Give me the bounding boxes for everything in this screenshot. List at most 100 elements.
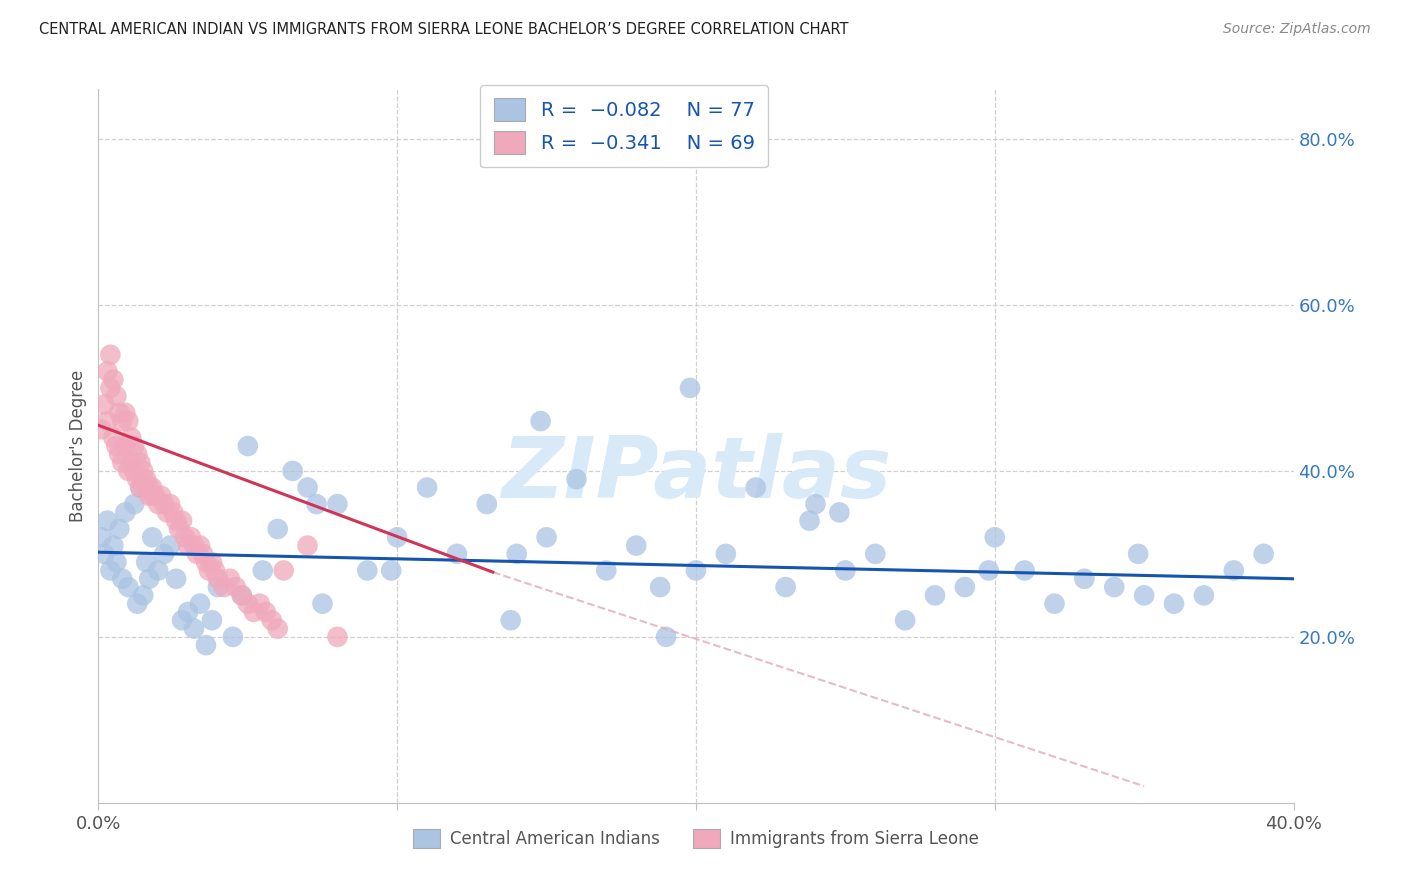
Point — [98, 564, 122, 578]
Point — [96, 414, 118, 428]
Point — [177, 605, 200, 619]
Point — [138, 572, 160, 586]
Point — [105, 439, 128, 453]
Point — [153, 547, 176, 561]
Point — [1163, 597, 1185, 611]
Point — [98, 381, 122, 395]
Point — [305, 497, 328, 511]
Point — [281, 464, 304, 478]
Point — [222, 630, 245, 644]
Point — [96, 364, 118, 378]
Point — [953, 580, 976, 594]
Point — [565, 472, 588, 486]
Point — [153, 497, 176, 511]
Point — [804, 497, 827, 511]
Point — [117, 580, 139, 594]
Point — [138, 481, 160, 495]
Point — [745, 481, 768, 495]
Point — [380, 564, 402, 578]
Point — [143, 489, 166, 503]
Point — [207, 572, 229, 586]
Point — [127, 597, 149, 611]
Point — [236, 439, 259, 453]
Point — [111, 572, 134, 586]
Point — [1043, 597, 1066, 611]
Point — [135, 555, 157, 569]
Point — [135, 472, 157, 486]
Point — [129, 481, 152, 495]
Point — [177, 539, 200, 553]
Point — [188, 539, 211, 553]
Point — [685, 564, 707, 578]
Point — [148, 497, 170, 511]
Point — [103, 373, 125, 387]
Point — [148, 564, 170, 578]
Point — [231, 588, 253, 602]
Point — [714, 547, 737, 561]
Point — [96, 514, 118, 528]
Point — [828, 505, 851, 519]
Point — [127, 472, 149, 486]
Y-axis label: Bachelor's Degree: Bachelor's Degree — [69, 370, 87, 522]
Point — [1192, 588, 1215, 602]
Point — [124, 439, 146, 453]
Point — [183, 622, 205, 636]
Point — [111, 414, 134, 428]
Point — [679, 381, 702, 395]
Point — [129, 481, 152, 495]
Point — [260, 613, 283, 627]
Point — [191, 547, 214, 561]
Point — [174, 530, 197, 544]
Point — [114, 439, 136, 453]
Point — [273, 564, 295, 578]
Point — [249, 597, 271, 611]
Point — [311, 597, 333, 611]
Point — [356, 564, 378, 578]
Point — [416, 481, 439, 495]
Point — [231, 588, 253, 602]
Point — [267, 622, 290, 636]
Point — [105, 389, 128, 403]
Point — [984, 530, 1007, 544]
Point — [799, 514, 821, 528]
Point — [195, 555, 218, 569]
Point — [204, 564, 226, 578]
Point — [977, 564, 1000, 578]
Point — [159, 539, 181, 553]
Point — [124, 497, 146, 511]
Point — [117, 464, 139, 478]
Point — [132, 472, 155, 486]
Point — [114, 505, 136, 519]
Point — [326, 630, 349, 644]
Point — [150, 489, 173, 503]
Point — [297, 539, 319, 553]
Point — [236, 597, 259, 611]
Point — [132, 464, 155, 478]
Point — [475, 497, 498, 511]
Point — [93, 397, 115, 411]
Point — [90, 422, 112, 436]
Point — [499, 613, 522, 627]
Point — [108, 522, 131, 536]
Point — [252, 564, 274, 578]
Point — [127, 447, 149, 461]
Point — [98, 348, 122, 362]
Point — [167, 522, 190, 536]
Point — [141, 530, 163, 544]
Point — [162, 505, 184, 519]
Point — [103, 539, 125, 553]
Point — [536, 530, 558, 544]
Point — [626, 539, 648, 553]
Point — [180, 530, 202, 544]
Text: CENTRAL AMERICAN INDIAN VS IMMIGRANTS FROM SIERRA LEONE BACHELOR’S DEGREE CORREL: CENTRAL AMERICAN INDIAN VS IMMIGRANTS FR… — [39, 22, 849, 37]
Point — [186, 547, 208, 561]
Point — [165, 572, 187, 586]
Point — [120, 456, 142, 470]
Point — [198, 564, 221, 578]
Point — [506, 547, 529, 561]
Point — [108, 447, 131, 461]
Point — [90, 530, 112, 544]
Point — [105, 555, 128, 569]
Point — [165, 514, 187, 528]
Point — [135, 481, 157, 495]
